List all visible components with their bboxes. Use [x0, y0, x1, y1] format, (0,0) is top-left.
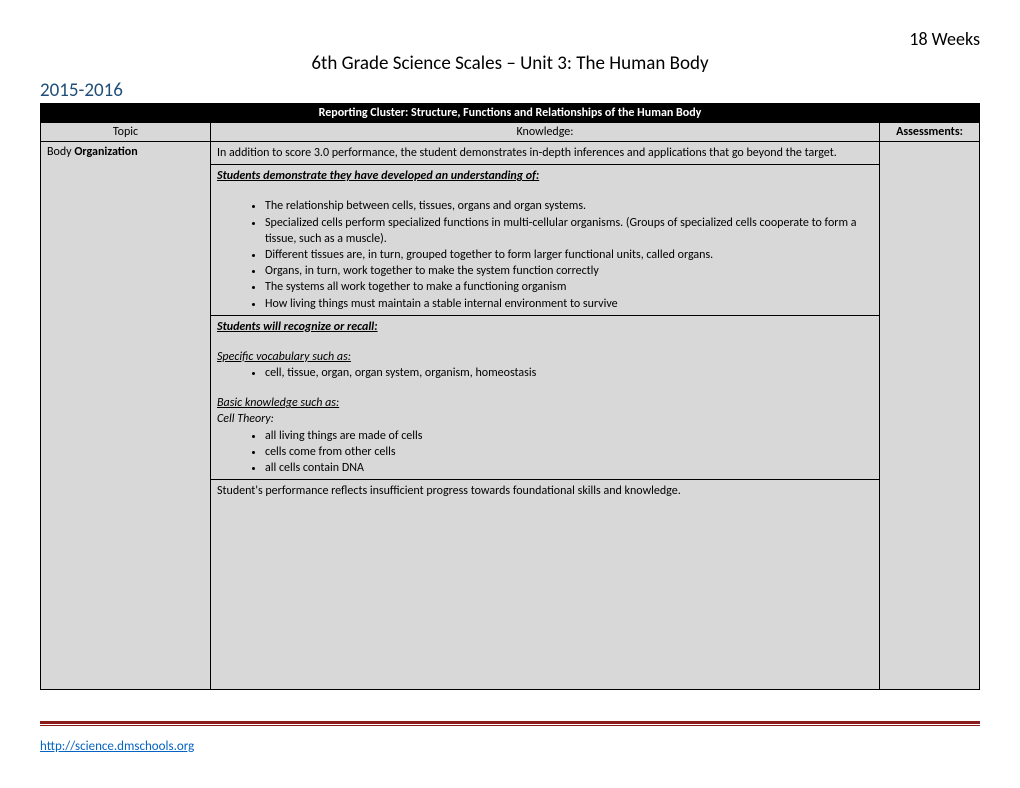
scales-table: Reporting Cluster: Structure, Functions …: [40, 103, 980, 690]
cell-theory-label: Cell Theory:: [217, 412, 274, 426]
vocab-list: cell, tissue, organ, organ system, organ…: [265, 365, 873, 381]
topic-prefix: Body: [47, 145, 74, 159]
list-item: How living things must maintain a stable…: [265, 296, 873, 312]
list-item: Organs, in turn, work together to make t…: [265, 263, 873, 279]
knowledge-row-2: Students demonstrate they have developed…: [211, 165, 880, 316]
recall-heading: Students will recognize or recall:: [217, 320, 378, 334]
list-item: Different tissues are, in turn, grouped …: [265, 247, 873, 263]
list-item: cells come from other cells: [265, 444, 873, 460]
list-item: The systems all work together to make a …: [265, 279, 873, 295]
vocab-subheading: Specific vocabulary such as:: [217, 350, 351, 364]
knowledge-row-1: In addition to score 3.0 performance, th…: [211, 142, 880, 165]
col-header-assessments: Assessments:: [880, 123, 980, 142]
col-header-knowledge: Knowledge:: [211, 123, 880, 142]
school-year: 2015-2016: [40, 79, 980, 102]
duration-label: 18 Weeks: [40, 28, 980, 50]
cell-theory-list: all living things are made of cells cell…: [265, 428, 873, 477]
topic-cell: Body Organization: [41, 142, 211, 690]
list-item: Specialized cells perform specialized fu…: [265, 215, 873, 247]
list-item: all cells contain DNA: [265, 460, 873, 476]
topic-name: Organization: [74, 145, 137, 159]
cluster-header: Reporting Cluster: Structure, Functions …: [41, 104, 980, 123]
understanding-list: The relationship between cells, tissues,…: [265, 198, 873, 311]
list-item: The relationship between cells, tissues,…: [265, 198, 873, 214]
list-item: cell, tissue, organ, organ system, organ…: [265, 365, 873, 381]
assessments-cell: [880, 142, 980, 690]
footer-link[interactable]: http://science.dmschools.org: [40, 739, 194, 754]
basic-knowledge-subheading: Basic knowledge such as:: [217, 396, 339, 410]
footer-rule: [40, 721, 980, 726]
knowledge-row-4: Student's performance reflects insuffici…: [211, 480, 880, 690]
knowledge-row-3: Students will recognize or recall: Speci…: [211, 315, 880, 480]
understanding-heading: Students demonstrate they have developed…: [217, 169, 539, 183]
list-item: all living things are made of cells: [265, 428, 873, 444]
page-title: 6th Grade Science Scales – Unit 3: The H…: [40, 52, 980, 75]
col-header-topic: Topic: [41, 123, 211, 142]
